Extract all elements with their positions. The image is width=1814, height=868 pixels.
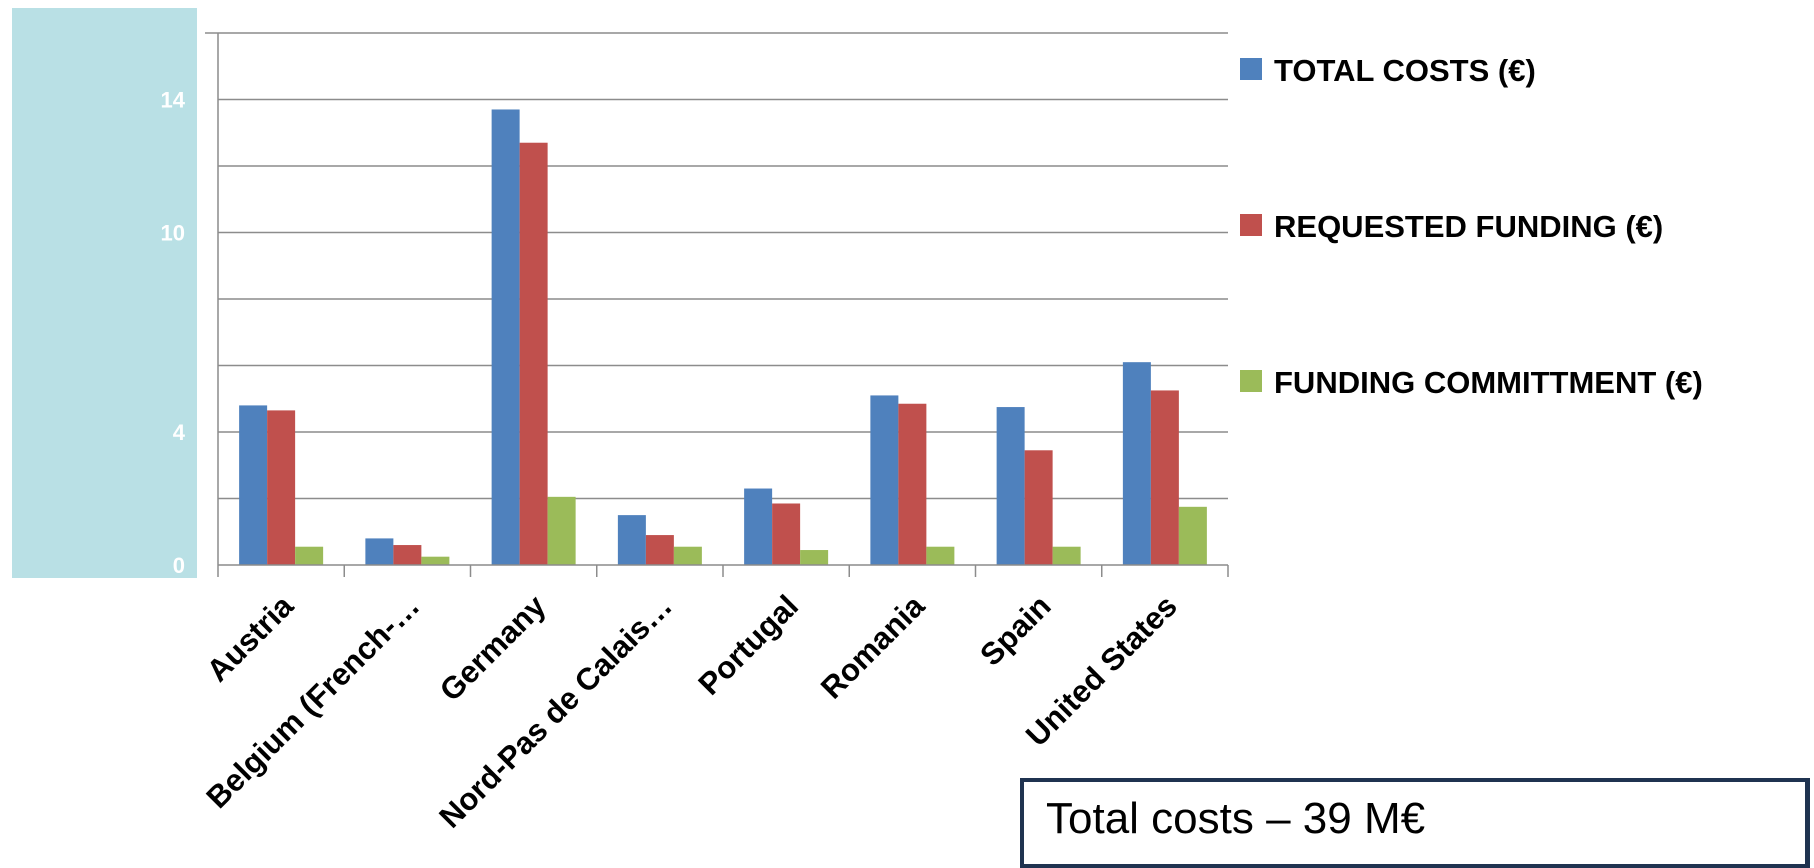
- bar: [1052, 546, 1081, 565]
- bar: [267, 410, 296, 565]
- y-axis-ticks: 0 4 10 14: [161, 88, 186, 579]
- bar: [295, 546, 324, 565]
- bar: [547, 496, 576, 565]
- bar: [870, 395, 899, 565]
- category-label: Germany: [433, 588, 553, 708]
- y-tick-label: 0: [173, 553, 185, 578]
- bar: [800, 550, 829, 565]
- bar: [772, 503, 801, 565]
- bar: [1122, 362, 1151, 565]
- bar: [926, 546, 955, 565]
- legend-label: REQUESTED FUNDING (€): [1274, 209, 1663, 244]
- bar: [898, 403, 927, 565]
- category-label: Portugal: [691, 588, 805, 702]
- bar: [393, 545, 422, 565]
- y-tick-label: 14: [161, 88, 186, 113]
- category-label: Austria: [200, 588, 301, 689]
- bar: [1150, 390, 1179, 565]
- x-axis: [205, 32, 1229, 577]
- y-axis-panel: [12, 8, 197, 578]
- bar: [1178, 506, 1207, 565]
- bar: [491, 109, 520, 565]
- gridlines: [218, 32, 1228, 500]
- legend-swatch: [1240, 214, 1262, 236]
- bar: [645, 535, 674, 565]
- bar: [673, 546, 702, 565]
- legend-swatch: [1240, 370, 1262, 392]
- category-label: Nord-Pas de Calais…: [432, 588, 678, 834]
- bar: [519, 142, 548, 565]
- summary-box: Total costs – 39 M€: [1020, 778, 1810, 868]
- category-label: Romania: [814, 588, 932, 706]
- summary-text: Total costs – 39 M€: [1046, 794, 1426, 843]
- bar: [239, 405, 268, 565]
- bar: [744, 488, 773, 565]
- legend: TOTAL COSTS (€) REQUESTED FUNDING (€) FUND…: [1240, 53, 1703, 400]
- bar: [365, 538, 394, 565]
- y-tick-label: 10: [161, 221, 185, 246]
- category-label: Spain: [973, 588, 1057, 672]
- legend-swatch: [1240, 58, 1262, 80]
- bar: [421, 556, 450, 565]
- bar: [617, 515, 646, 565]
- y-tick-label: 4: [173, 420, 186, 445]
- bar: [996, 407, 1025, 565]
- category-label: Belgium (French-…: [199, 588, 426, 815]
- legend-label: FUNDING COMMITTMENT (€): [1274, 365, 1703, 400]
- bar: [1024, 450, 1053, 565]
- bars: [239, 109, 1207, 565]
- legend-label: TOTAL COSTS (€): [1274, 53, 1536, 88]
